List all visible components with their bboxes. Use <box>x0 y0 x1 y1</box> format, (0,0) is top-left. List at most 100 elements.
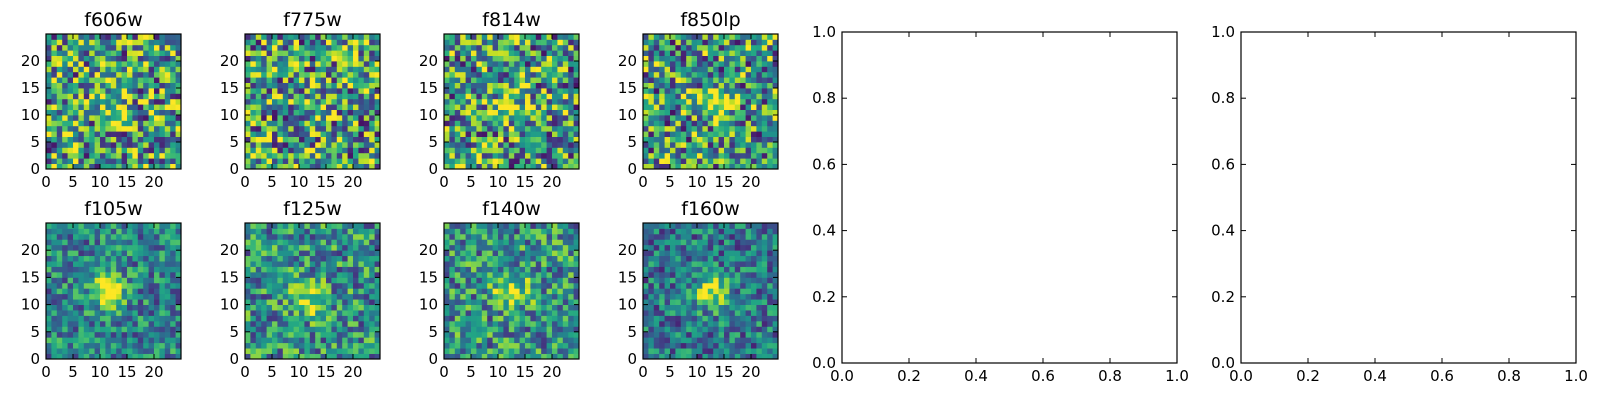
heatmap-cell <box>51 250 58 257</box>
heatmap-cell <box>110 233 117 240</box>
heatmap-cell <box>78 93 85 100</box>
heatmap-cell <box>250 320 257 327</box>
heatmap-cell <box>498 147 504 154</box>
heatmap-cell <box>369 255 375 262</box>
heatmap-cell <box>73 337 79 344</box>
heatmap-cell <box>245 293 251 300</box>
heatmap-cell <box>326 293 332 300</box>
heatmap-cell <box>110 261 117 267</box>
heatmap-cell <box>315 109 321 116</box>
heatmap-cell <box>46 66 52 73</box>
heatmap-cell <box>508 50 515 56</box>
heatmap-cell <box>336 163 343 170</box>
heatmap-cell <box>519 337 526 344</box>
heatmap-cell <box>761 98 768 105</box>
heatmap-cell <box>320 158 327 164</box>
heatmap-cell <box>110 142 117 148</box>
heatmap-cell <box>568 261 574 267</box>
heatmap-cell <box>159 277 166 284</box>
heatmap-cell <box>724 337 730 344</box>
heatmap-cell <box>718 147 725 154</box>
heatmap-cell <box>277 315 284 322</box>
heatmap-cell <box>127 120 133 127</box>
heatmap-cell <box>767 120 773 127</box>
heatmap-cell <box>562 320 569 327</box>
heatmap-cell <box>476 337 483 344</box>
heatmap-cell <box>255 55 262 62</box>
heatmap-cell <box>508 310 515 316</box>
heatmap-cell <box>498 223 504 229</box>
heatmap-cell <box>460 277 466 284</box>
heatmap-cell <box>525 152 531 159</box>
heatmap-cell <box>745 39 752 46</box>
heatmap-cell <box>132 120 139 127</box>
heatmap-cell <box>245 34 251 40</box>
x-tick-label: 0 <box>439 173 449 191</box>
heatmap-cell <box>320 50 327 56</box>
heatmap-cell <box>740 104 746 110</box>
heatmap-cell <box>686 293 692 300</box>
heatmap-cell <box>94 239 101 246</box>
x-tick-label: 20 <box>542 173 561 191</box>
heatmap-cell <box>116 304 122 311</box>
heatmap-cell <box>465 271 472 278</box>
heatmap-cell <box>519 315 526 322</box>
heatmap-cell <box>127 250 133 257</box>
heatmap-cell <box>508 299 515 305</box>
heatmap-cell <box>116 55 122 62</box>
heatmap-cell <box>557 288 564 295</box>
heatmap-cell <box>557 228 564 235</box>
heatmap-cell <box>288 255 294 262</box>
heatmap-cell <box>686 158 692 164</box>
heatmap-cell <box>83 299 90 305</box>
heatmap-cell <box>568 331 574 338</box>
heatmap-cell <box>541 304 547 311</box>
heatmap-cell <box>557 326 564 333</box>
y-tick-label: 15 <box>220 268 239 286</box>
x-tick-label: 5 <box>267 173 277 191</box>
heatmap-cell <box>363 125 370 132</box>
heatmap-cell <box>767 55 773 62</box>
heatmap-cell <box>358 310 365 316</box>
heatmap-cell <box>525 342 531 349</box>
heatmap-cell <box>659 310 665 316</box>
heatmap-cell <box>245 55 251 62</box>
heatmap-cell <box>535 223 542 229</box>
heatmap-cell <box>245 142 251 148</box>
heatmap-cell <box>121 304 128 311</box>
heatmap-cell <box>503 342 510 349</box>
heatmap-cell <box>293 250 300 257</box>
heatmap-cell <box>272 50 278 56</box>
heatmap-cell <box>541 277 547 284</box>
heatmap-cell <box>691 82 698 89</box>
heatmap-cell <box>250 348 257 354</box>
heatmap-cell <box>175 82 182 89</box>
heatmap-cell <box>449 39 456 46</box>
heatmap-cell <box>573 320 580 327</box>
heatmap-cell <box>460 163 466 170</box>
heatmap-cell <box>503 39 510 46</box>
heatmap-cell <box>175 223 182 229</box>
heatmap-cell <box>46 244 52 251</box>
heatmap-cell <box>83 55 90 62</box>
heatmap-cell <box>508 353 515 360</box>
heatmap-cell <box>164 115 171 121</box>
heatmap-cell <box>514 282 520 289</box>
heatmap-cell <box>718 163 725 170</box>
heatmap-cell <box>691 44 698 51</box>
heatmap-cell <box>653 61 660 67</box>
heatmap-cell <box>449 98 456 105</box>
heatmap-cell <box>449 131 456 137</box>
heatmap-cell <box>288 239 294 246</box>
heatmap-cell <box>530 261 537 267</box>
heatmap-cell <box>772 152 779 159</box>
heatmap-cell <box>363 282 370 289</box>
heatmap-cell <box>492 326 499 333</box>
heatmap-cell <box>557 223 564 229</box>
heatmap-cell <box>476 88 483 94</box>
heatmap-cell <box>541 109 547 116</box>
heatmap-cell <box>353 50 359 56</box>
heatmap-cell <box>143 44 149 51</box>
